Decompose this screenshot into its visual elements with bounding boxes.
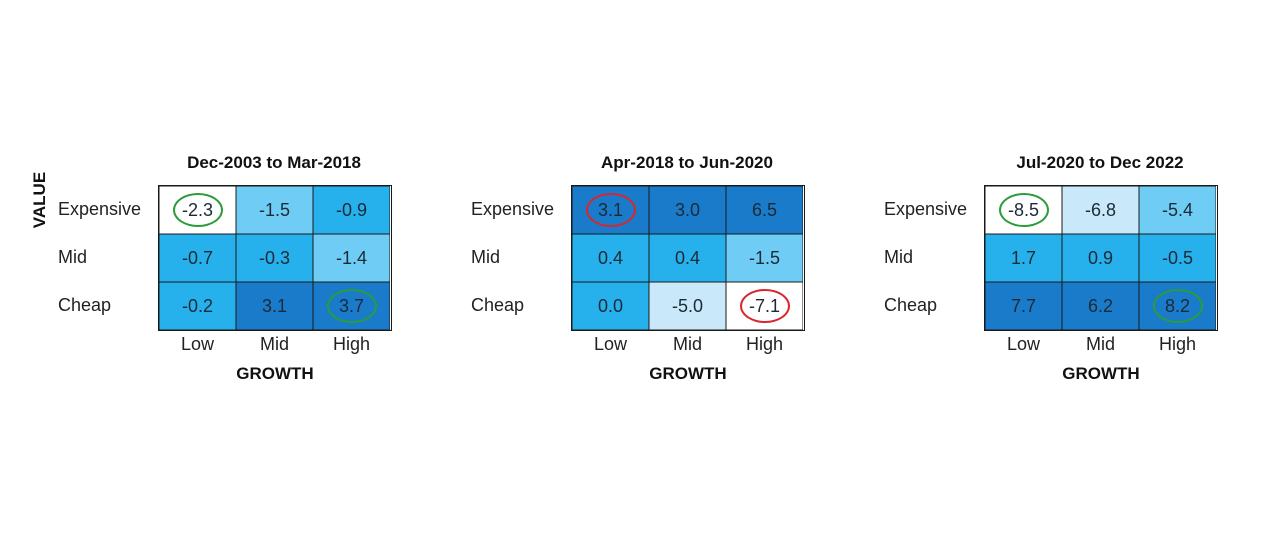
heatmap-cell: 6.2 bbox=[1062, 282, 1139, 330]
cell-value: 1.7 bbox=[1010, 247, 1037, 268]
cell-value: 0.9 bbox=[1087, 247, 1114, 268]
panel-title: Dec-2003 to Mar-2018 bbox=[187, 153, 361, 172]
heatmap-cell: -0.9 bbox=[313, 186, 390, 234]
row-label: Cheap bbox=[471, 295, 525, 315]
column-label: Low bbox=[1006, 334, 1041, 354]
heatmap-grid: -2.3 -1.5 -0.9 -0.7 -0.3 -1.4 -0.2 3.1 3.7 bbox=[158, 185, 392, 331]
cell-value: 0.4 bbox=[597, 247, 624, 268]
heatmap-cell: -5.4 bbox=[1139, 186, 1216, 234]
column-label: Mid bbox=[672, 334, 702, 354]
row-label: Expensive bbox=[58, 199, 142, 219]
cell-value: 3.1 bbox=[261, 295, 288, 316]
heatmap-cell: 0.4 bbox=[572, 234, 649, 282]
column-label: Mid bbox=[259, 334, 289, 354]
heatmap-cell: -1.5 bbox=[236, 186, 313, 234]
heatmap-cell: 0.4 bbox=[649, 234, 726, 282]
cell-value: -7.1 bbox=[748, 295, 781, 316]
cell-value: 6.5 bbox=[751, 199, 778, 220]
cell-value: -8.5 bbox=[1007, 199, 1040, 220]
heatmap-cell: 3.1 bbox=[572, 186, 649, 234]
cell-value: 0.4 bbox=[674, 247, 701, 268]
x-axis-title: GROWTH bbox=[649, 364, 727, 383]
heatmap-cell: -8.5 bbox=[985, 186, 1062, 234]
heatmap-cell: 0.0 bbox=[572, 282, 649, 330]
highlight-circle bbox=[585, 193, 636, 227]
x-axis-title: GROWTH bbox=[236, 364, 314, 383]
column-label: Low bbox=[180, 334, 215, 354]
heatmap-cell: 8.2 bbox=[1139, 282, 1216, 330]
row-label: Mid bbox=[58, 247, 88, 267]
heatmap-panel: Jul-2020 to Dec 2022 Expensive Mid Cheap -8.… bbox=[880, 150, 1218, 400]
heatmap-cell: 3.1 bbox=[236, 282, 313, 330]
cell-value: -0.7 bbox=[181, 247, 214, 268]
row-label: Cheap bbox=[884, 295, 938, 315]
cell-value: 0.0 bbox=[597, 295, 624, 316]
row-label: Mid bbox=[884, 247, 914, 267]
heatmap-cell: 3.7 bbox=[313, 282, 390, 330]
heatmap-cell: -0.2 bbox=[159, 282, 236, 330]
y-axis-title: VALUE bbox=[30, 171, 49, 229]
cell-value: 3.1 bbox=[597, 199, 624, 220]
heatmap-cell: -7.1 bbox=[726, 282, 803, 330]
heatmap-cell: 7.7 bbox=[985, 282, 1062, 330]
heatmap-grid: 3.1 3.0 6.5 0.4 0.4 -1.5 0.0 -5.0 -7.1 bbox=[571, 185, 805, 331]
row-label: Cheap bbox=[58, 295, 112, 315]
column-label: Mid bbox=[1085, 334, 1115, 354]
cell-value: 3.7 bbox=[338, 295, 365, 316]
cell-value: -1.5 bbox=[258, 199, 291, 220]
heatmap-panel: Apr-2018 to Jun-2020 Expensive Mid Cheap 3.1… bbox=[467, 150, 805, 400]
heatmap-cell: -0.7 bbox=[159, 234, 236, 282]
heatmap-cell: -1.4 bbox=[313, 234, 390, 282]
cell-value: -5.4 bbox=[1161, 199, 1194, 220]
panel-title: Jul-2020 to Dec 2022 bbox=[1016, 153, 1184, 172]
row-label: Mid bbox=[471, 247, 501, 267]
cell-value: -2.3 bbox=[181, 199, 214, 220]
panel-title: Apr-2018 to Jun-2020 bbox=[601, 153, 773, 172]
cell-value: -1.5 bbox=[748, 247, 781, 268]
column-label: Low bbox=[593, 334, 628, 354]
highlight-circle bbox=[326, 289, 377, 323]
cell-value: -1.4 bbox=[335, 247, 368, 268]
heatmap-cell: 0.9 bbox=[1062, 234, 1139, 282]
heatmap-cell: -0.5 bbox=[1139, 234, 1216, 282]
heatmap-panel: Dec-2003 to Mar-2018 Expensive Mid Cheap -2.… bbox=[54, 150, 392, 400]
column-label: High bbox=[332, 334, 371, 354]
highlight-circle bbox=[1152, 289, 1203, 323]
heatmap-cell: -2.3 bbox=[159, 186, 236, 234]
row-label: Expensive bbox=[471, 199, 555, 219]
cell-value: 7.7 bbox=[1010, 295, 1037, 316]
cell-value: -0.2 bbox=[181, 295, 214, 316]
cell-value: 8.2 bbox=[1164, 295, 1191, 316]
heatmap-cell: -6.8 bbox=[1062, 186, 1139, 234]
cell-value: 6.2 bbox=[1087, 295, 1114, 316]
cell-value: 3.0 bbox=[674, 199, 701, 220]
cell-value: -0.9 bbox=[335, 199, 368, 220]
heatmap-cell: -0.3 bbox=[236, 234, 313, 282]
heatmap-cell: -5.0 bbox=[649, 282, 726, 330]
highlight-circle bbox=[739, 289, 790, 323]
heatmap-cell: -1.5 bbox=[726, 234, 803, 282]
heatmap-grid: -8.5 -6.8 -5.4 1.7 0.9 -0.5 7.7 6.2 8.2 bbox=[984, 185, 1218, 331]
x-axis-title: GROWTH bbox=[1062, 364, 1140, 383]
heatmap-cell: 1.7 bbox=[985, 234, 1062, 282]
highlight-circle bbox=[998, 193, 1049, 227]
column-label: High bbox=[1158, 334, 1197, 354]
cell-value: -0.5 bbox=[1161, 247, 1194, 268]
column-label: High bbox=[745, 334, 784, 354]
cell-value: -0.3 bbox=[258, 247, 291, 268]
highlight-circle bbox=[172, 193, 223, 227]
heatmap-cell: 6.5 bbox=[726, 186, 803, 234]
row-label: Expensive bbox=[884, 199, 968, 219]
cell-value: -6.8 bbox=[1084, 199, 1117, 220]
cell-value: -5.0 bbox=[671, 295, 704, 316]
heatmap-cell: 3.0 bbox=[649, 186, 726, 234]
